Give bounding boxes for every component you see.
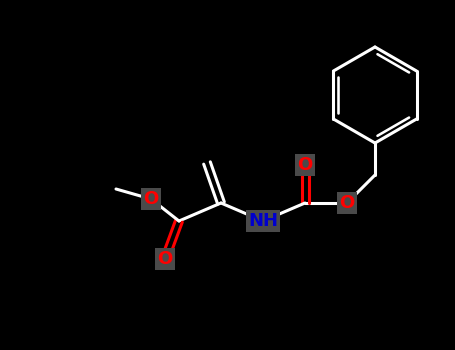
Text: NH: NH: [248, 212, 278, 230]
Text: O: O: [143, 190, 159, 208]
Text: O: O: [298, 156, 313, 174]
Text: O: O: [339, 194, 354, 212]
Text: O: O: [157, 250, 172, 268]
